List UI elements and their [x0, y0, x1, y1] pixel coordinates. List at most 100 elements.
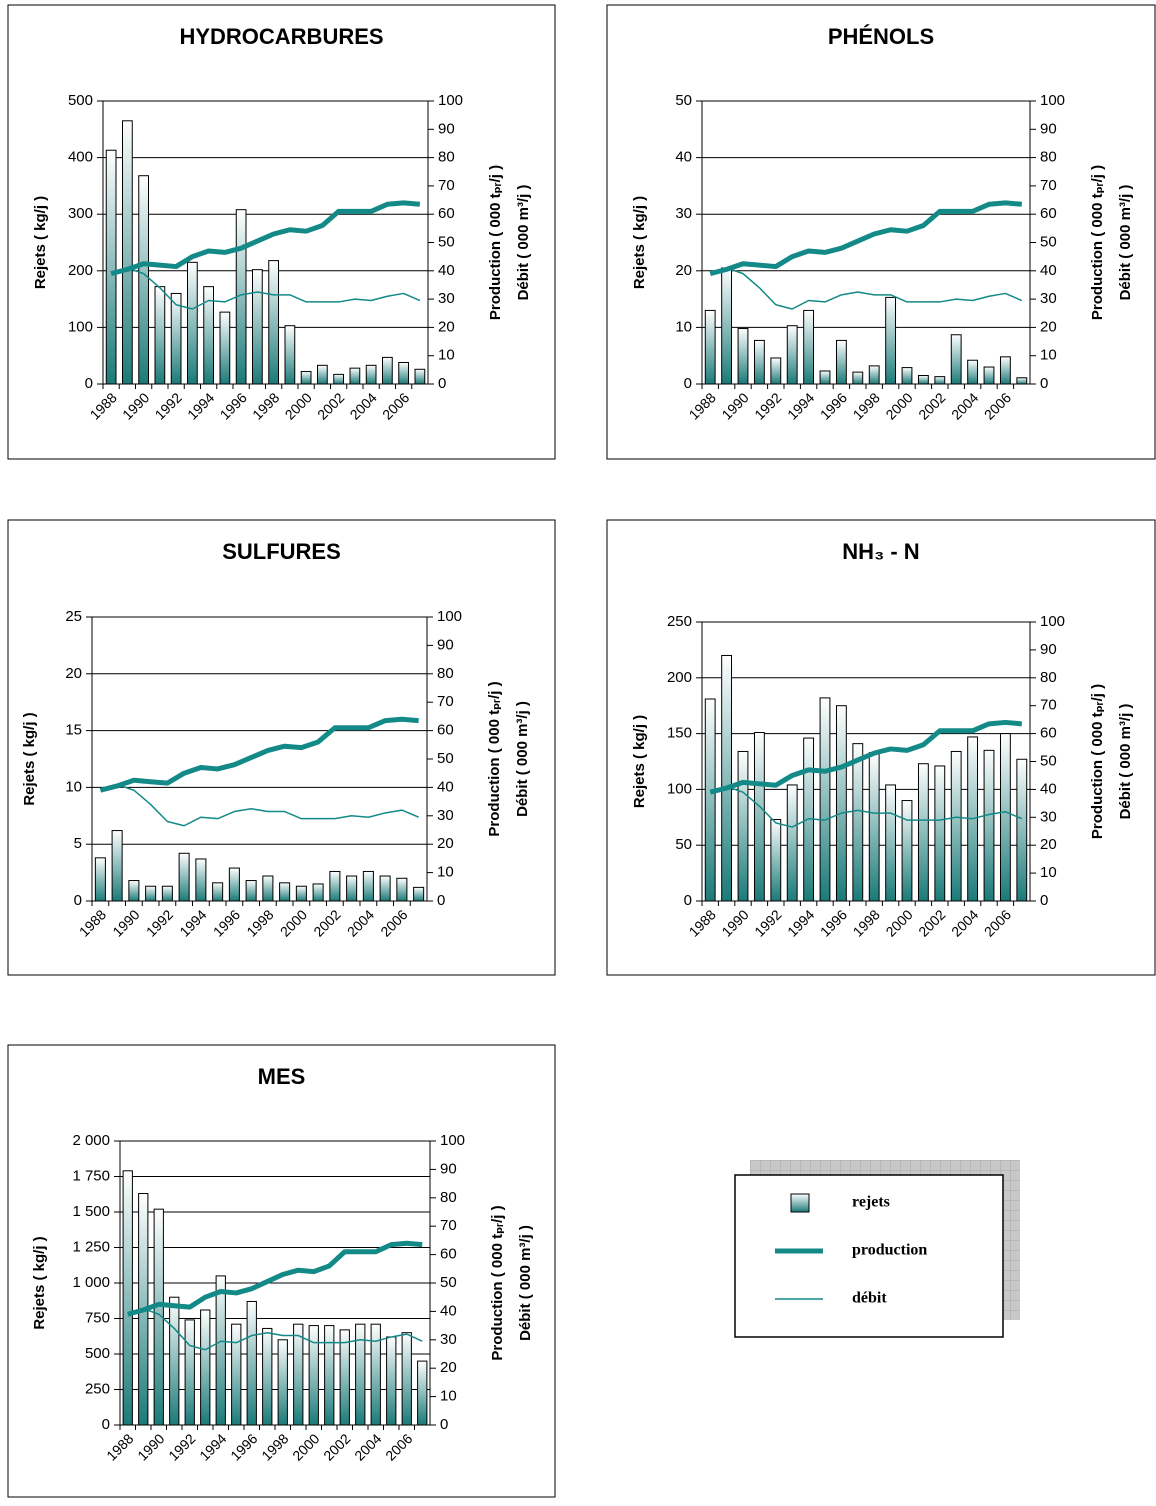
- y2-tick-label: 80: [438, 149, 455, 166]
- bar: [721, 654, 733, 902]
- bar: [983, 749, 995, 902]
- panel-frame: [7, 1044, 556, 1498]
- bar: [901, 367, 913, 385]
- bar: [105, 149, 117, 385]
- bar: [195, 858, 207, 902]
- bar: [835, 705, 847, 902]
- y2-tick-label: 70: [438, 177, 455, 194]
- y2-tick-label: 100: [1040, 92, 1065, 109]
- y2-tick-label: 30: [438, 290, 455, 307]
- y2-tick-label: 100: [1040, 613, 1065, 630]
- y-tick-label: 25: [65, 608, 82, 625]
- y2-tick-label: 30: [440, 1331, 457, 1348]
- y2-tick-label: 50: [1040, 752, 1057, 769]
- bar: [215, 1275, 226, 1426]
- bar: [999, 733, 1011, 902]
- line: [710, 267, 1023, 310]
- bar: [413, 886, 425, 902]
- y2-axis-label: Production ( 000 tₚᵣ/j ): [489, 1205, 506, 1360]
- legend-box: [734, 1174, 1004, 1338]
- y2-tick-label: 20: [438, 318, 455, 335]
- panel-frame: [606, 519, 1156, 976]
- y2-axis-label: Production ( 000 tₚᵣ/j ): [1089, 684, 1106, 839]
- y-tick-label: 40: [675, 149, 692, 166]
- y2-tick-label: 60: [1040, 205, 1057, 222]
- y2-axis-label: Production ( 000 tₚᵣ/j ): [486, 681, 503, 836]
- y2-tick-label: 50: [438, 233, 455, 250]
- line: [110, 200, 421, 277]
- bar: [122, 120, 133, 385]
- y2-tick-label: 70: [1040, 177, 1057, 194]
- y2-tick-label: 70: [437, 693, 454, 710]
- y-tick-label: 30: [675, 205, 692, 222]
- y-tick-label: 300: [68, 205, 93, 222]
- bar: [339, 1329, 350, 1426]
- y-tick-label: 200: [667, 669, 692, 686]
- y2-tick-label: 60: [438, 205, 455, 222]
- bar: [333, 373, 344, 385]
- bar: [145, 885, 157, 902]
- bar: [917, 375, 929, 385]
- y2-tick-label: 70: [440, 1217, 457, 1234]
- y-tick-label: 15: [65, 722, 82, 739]
- y2-axis-label: Débit ( 000 m³/j ): [514, 701, 531, 817]
- bar: [753, 339, 765, 385]
- y-tick-label: 0: [684, 892, 692, 909]
- bar: [983, 366, 995, 385]
- line: [127, 1240, 423, 1317]
- legend: rejets production débit: [734, 1160, 1020, 1338]
- chart-panel: HYDROCARBURES 0 100 200 300 400 500 0 10 20 30 40 50…: [7, 4, 556, 460]
- y2-tick-label: 0: [1040, 375, 1048, 392]
- bar: [852, 371, 864, 385]
- y2-tick-label: 40: [1040, 780, 1057, 797]
- y-tick-label: 250: [85, 1380, 110, 1397]
- y-tick-label: 0: [85, 375, 93, 392]
- y-axis-label: Rejets ( kg/j ): [32, 196, 49, 289]
- bar: [252, 269, 263, 385]
- bar: [365, 364, 377, 385]
- y-axis-label: Rejets ( kg/j ): [631, 715, 648, 808]
- bar: [770, 819, 782, 902]
- y2-axis-label: Production ( 000 tₚᵣ/j ): [1089, 165, 1106, 320]
- bar: [737, 750, 749, 902]
- legend-swatch: [790, 1193, 810, 1213]
- bar: [819, 697, 831, 902]
- y2-tick-label: 40: [440, 1302, 457, 1319]
- line: [709, 200, 1023, 277]
- bar: [245, 880, 257, 902]
- bar: [184, 1319, 195, 1426]
- bar: [138, 175, 149, 385]
- y2-tick-label: 60: [437, 722, 454, 739]
- y2-tick-label: 80: [440, 1189, 457, 1206]
- y-tick-label: 1 500: [72, 1203, 110, 1220]
- y-axis-label: Rejets ( kg/j ): [31, 1236, 48, 1329]
- y2-tick-label: 10: [437, 864, 454, 881]
- chart-title: HYDROCARBURES: [179, 24, 383, 49]
- bar: [187, 261, 198, 385]
- bar: [885, 296, 897, 385]
- y2-tick-label: 100: [438, 92, 463, 109]
- chart-title: MES: [258, 1064, 306, 1089]
- line: [709, 719, 1023, 795]
- bar: [721, 267, 733, 385]
- y-tick-label: 100: [667, 780, 692, 797]
- bar: [704, 698, 716, 902]
- y-tick-label: 400: [68, 149, 93, 166]
- y2-tick-label: 30: [437, 807, 454, 824]
- y-tick-label: 20: [65, 665, 82, 682]
- y2-tick-label: 90: [1040, 120, 1057, 137]
- y2-tick-label: 80: [437, 665, 454, 682]
- y-axis-label: Rejets ( kg/j ): [21, 712, 38, 805]
- bar: [284, 325, 296, 385]
- y2-tick-label: 10: [438, 347, 455, 364]
- bar: [317, 364, 328, 385]
- bar: [401, 1332, 412, 1426]
- y-tick-label: 250: [667, 613, 692, 630]
- y2-tick-label: 90: [437, 636, 454, 653]
- bar: [786, 325, 798, 385]
- y2-tick-label: 10: [1040, 864, 1057, 881]
- bar: [178, 852, 190, 902]
- y-tick-label: 0: [74, 892, 82, 909]
- y2-axis-label: Débit ( 000 m³/j ): [1117, 704, 1134, 820]
- y2-tick-label: 20: [440, 1359, 457, 1376]
